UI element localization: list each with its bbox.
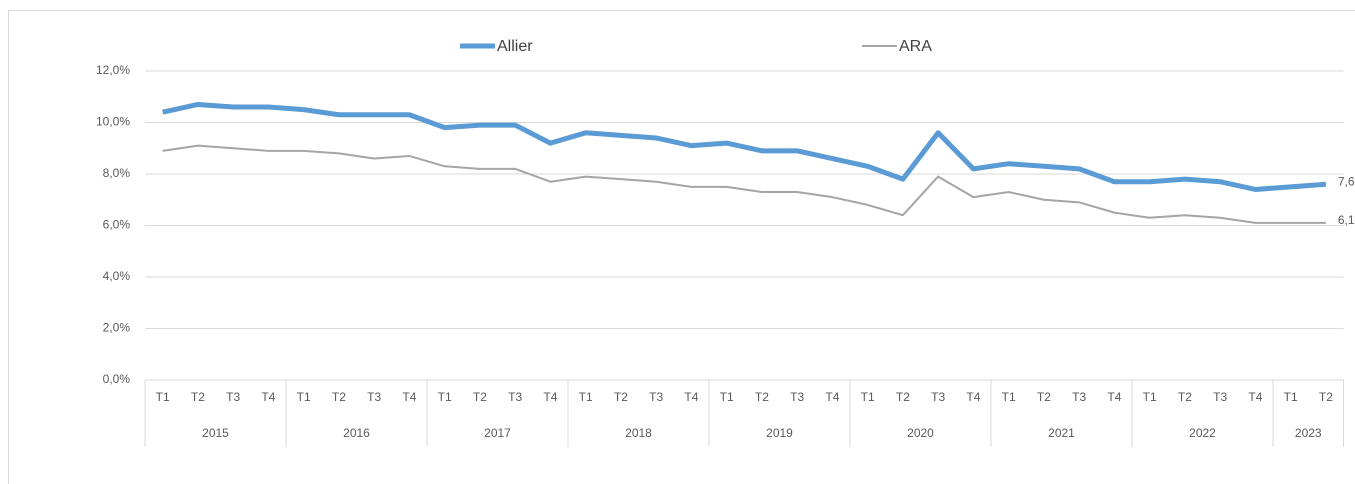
x-tick-label: T2 — [614, 390, 628, 404]
x-group-label: 2021 — [1048, 426, 1075, 440]
x-tick-label: T1 — [861, 390, 875, 404]
series-line — [162, 144, 1326, 224]
x-tick-label: T1 — [438, 390, 452, 404]
x-tick-label: T4 — [543, 390, 557, 404]
x-tick-label: T3 — [790, 390, 804, 404]
x-tick-label: T4 — [684, 390, 698, 404]
x-tick-label: T2 — [896, 390, 910, 404]
y-tick-label: 4,0% — [103, 269, 131, 283]
x-tick-label: T4 — [261, 390, 275, 404]
x-group-label: 2019 — [766, 426, 793, 440]
x-tick-label: T4 — [966, 390, 980, 404]
x-tick-label: T2 — [755, 390, 769, 404]
x-tick-label: T4 — [402, 390, 416, 404]
x-tick-label: T2 — [191, 390, 205, 404]
x-tick-label: T2 — [1037, 390, 1051, 404]
x-tick-label: T3 — [931, 390, 945, 404]
x-tick-label: T3 — [1072, 390, 1086, 404]
x-group-label: 2018 — [625, 426, 652, 440]
x-tick-label: T1 — [297, 390, 311, 404]
x-group-label: 2015 — [202, 426, 229, 440]
legend-label: Allier — [497, 38, 533, 55]
x-group-label: 2022 — [1189, 426, 1216, 440]
y-tick-label: 12,0% — [96, 63, 130, 77]
x-tick-label: T2 — [332, 390, 346, 404]
y-tick-label: 2,0% — [103, 321, 131, 335]
x-tick-label: T1 — [579, 390, 593, 404]
y-tick-label: 6,0% — [103, 218, 131, 232]
x-tick-label: T3 — [1213, 390, 1227, 404]
x-group-label: 2017 — [484, 426, 511, 440]
data-label: 6,1 — [1338, 213, 1355, 227]
x-tick-label: T4 — [825, 390, 839, 404]
y-tick-label: 10,0% — [96, 115, 130, 129]
data-label: 7,6 — [1338, 174, 1355, 188]
x-tick-label: T4 — [1248, 390, 1262, 404]
x-tick-label: T2 — [1178, 390, 1192, 404]
x-tick-label: T1 — [1002, 390, 1016, 404]
x-tick-label: T3 — [226, 390, 240, 404]
chart-frame — [8, 10, 1355, 484]
y-tick-label: 8,0% — [103, 166, 131, 180]
x-tick-label: T1 — [1143, 390, 1157, 404]
series-line — [162, 101, 1327, 192]
x-tick-label: T2 — [1319, 390, 1333, 404]
x-group-label: 2020 — [907, 426, 934, 440]
x-tick-label: T3 — [649, 390, 663, 404]
y-tick-label: 0,0% — [103, 372, 131, 386]
x-tick-label: T2 — [473, 390, 487, 404]
legend-label: ARA — [899, 38, 932, 55]
x-tick-label: T3 — [508, 390, 522, 404]
x-tick-label: T1 — [1284, 390, 1298, 404]
x-tick-label: T1 — [720, 390, 734, 404]
x-tick-label: T3 — [367, 390, 381, 404]
x-group-label: 2023 — [1295, 426, 1322, 440]
x-tick-label: T1 — [156, 390, 170, 404]
x-group-label: 2016 — [343, 426, 370, 440]
x-tick-label: T4 — [1107, 390, 1121, 404]
